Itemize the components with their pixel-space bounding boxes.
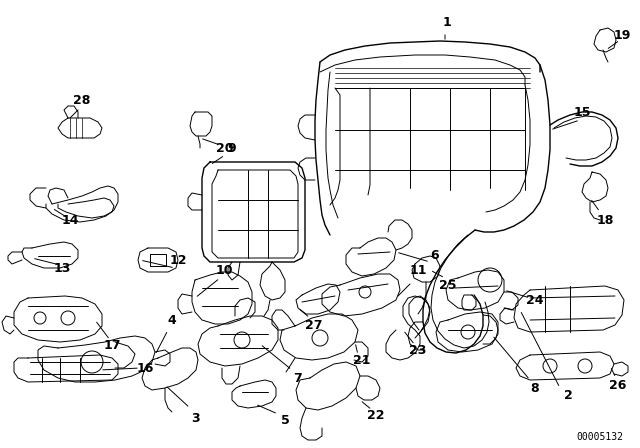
Text: 2: 2 (564, 388, 572, 401)
Text: 19: 19 (613, 29, 630, 42)
Text: 25: 25 (439, 279, 457, 292)
Text: 17: 17 (103, 339, 121, 352)
Text: 12: 12 (169, 254, 187, 267)
Text: 22: 22 (367, 409, 385, 422)
Text: 9: 9 (228, 142, 236, 155)
Text: 5: 5 (280, 414, 289, 426)
Text: 6: 6 (431, 249, 439, 262)
Text: 13: 13 (53, 262, 70, 275)
Text: 24: 24 (526, 293, 544, 306)
Text: 3: 3 (191, 412, 199, 425)
Text: 21: 21 (353, 353, 371, 366)
Text: 23: 23 (410, 344, 427, 357)
Text: 15: 15 (573, 105, 591, 119)
Text: 10: 10 (215, 263, 233, 276)
Text: 1: 1 (443, 16, 451, 29)
Text: 00005132: 00005132 (576, 432, 623, 442)
Text: 28: 28 (74, 94, 91, 107)
Text: 27: 27 (305, 319, 323, 332)
Text: 20: 20 (216, 142, 234, 155)
Text: 16: 16 (136, 362, 154, 375)
Text: 26: 26 (609, 379, 627, 392)
Text: 14: 14 (61, 214, 79, 227)
Text: 18: 18 (596, 214, 614, 227)
Text: 8: 8 (531, 382, 540, 395)
Text: 11: 11 (409, 263, 427, 276)
Text: 7: 7 (294, 371, 302, 384)
Text: 4: 4 (168, 314, 177, 327)
